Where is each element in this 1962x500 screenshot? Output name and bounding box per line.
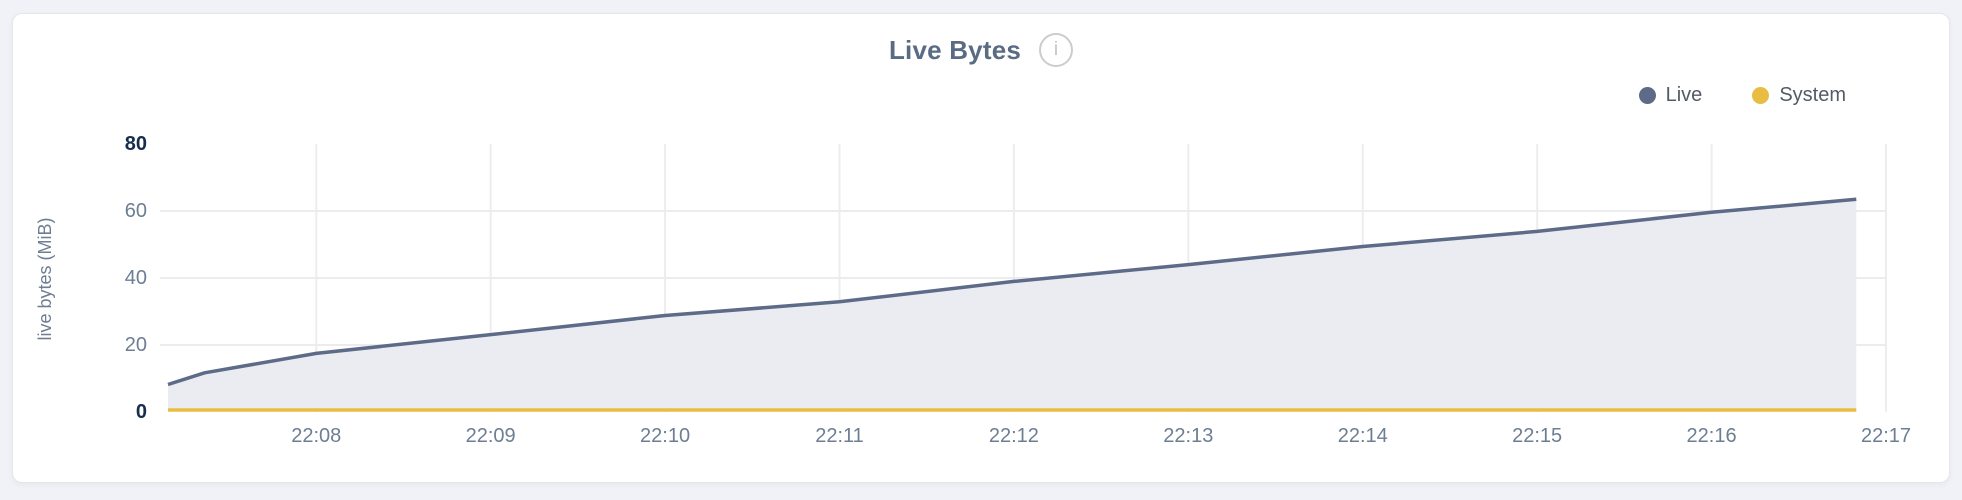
legend-label-live: Live [1665,84,1703,106]
chart-header: Live Bytes i [0,33,1962,67]
x-tick-label: 22:11 [815,425,864,447]
live-series-line [167,197,1857,387]
x-tick-label: 22:10 [640,425,691,447]
legend-label-system: System [1779,84,1846,106]
y-tick-label: 20 [124,334,147,356]
x-tick-label: 22:14 [1337,425,1388,447]
y-tick-label: 80 [124,133,147,155]
chart-title: Live Bytes [888,34,1022,65]
x-tick-label: 22:17 [1860,425,1912,447]
y-tick-label: 0 [135,401,147,423]
legend-item-system[interactable]: System [1752,84,1846,107]
legend-item-live[interactable]: Live [1638,84,1703,107]
info-icon[interactable]: i [1039,33,1074,67]
x-tick-label: 22:09 [465,425,516,447]
live-series-area [168,199,1857,411]
x-tick-label: 22:13 [1163,425,1214,447]
legend-dot-system-icon [1752,87,1770,104]
chart-legend: Live System [1638,84,1846,107]
x-tick-label: 22:08 [291,425,342,447]
x-tick-label: 22:16 [1686,425,1737,447]
x-tick-label: 22:15 [1512,425,1563,447]
legend-dot-live-icon [1638,87,1656,104]
y-tick-label: 40 [124,267,147,289]
y-tick-label: 60 [124,200,147,222]
x-tick-label: 22:12 [988,425,1039,447]
